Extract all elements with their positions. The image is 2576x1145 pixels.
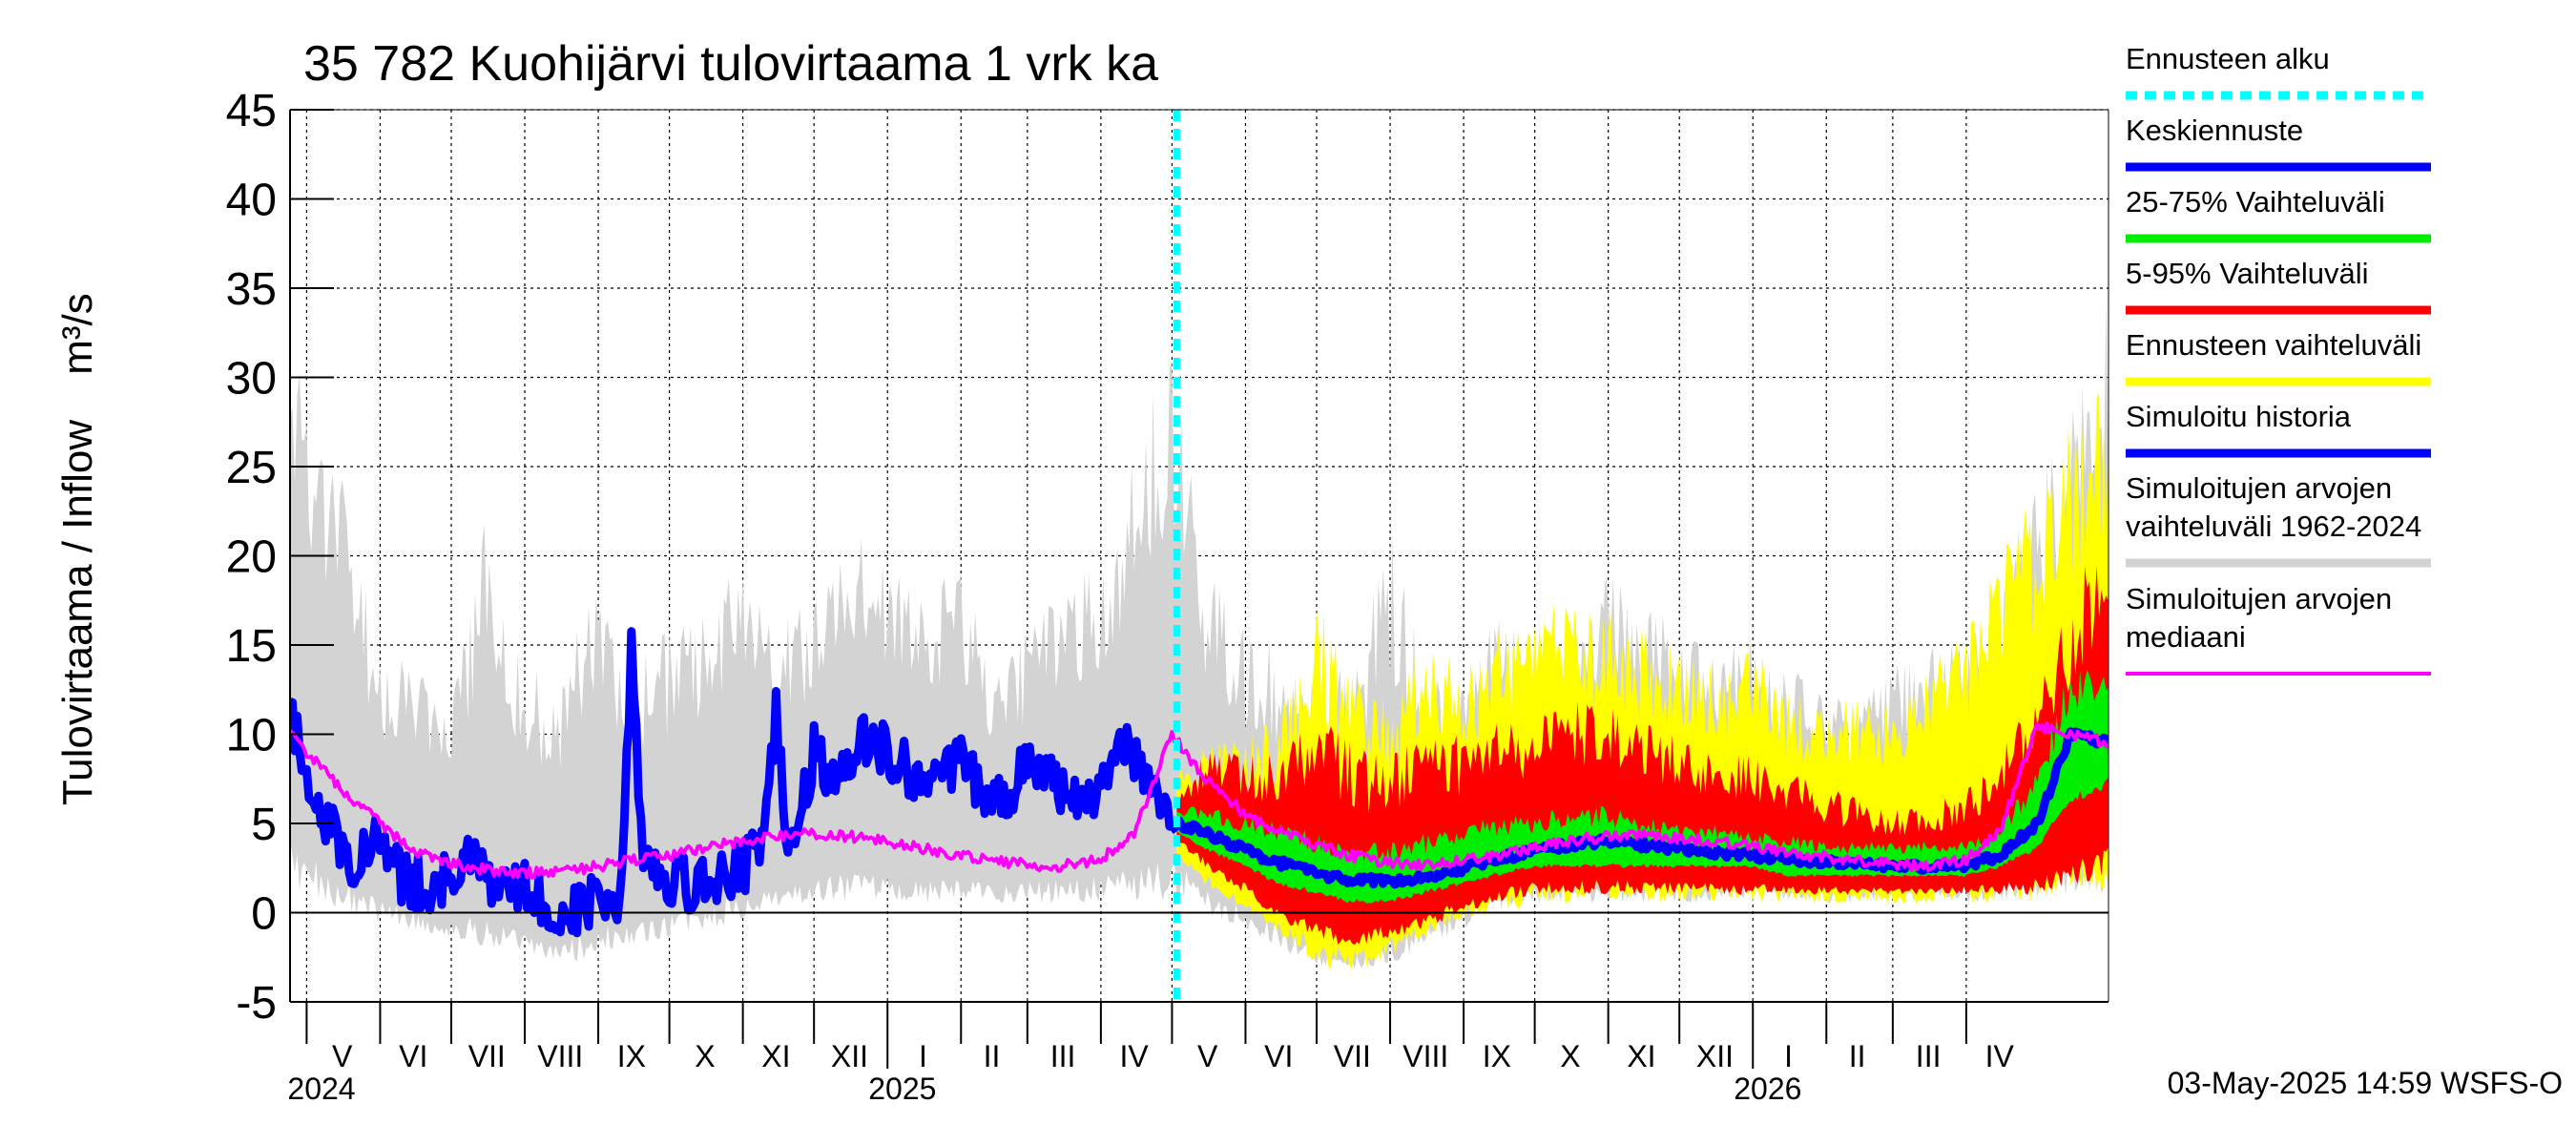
y-tick-label: 5 bbox=[251, 800, 277, 850]
x-month-label: XI bbox=[1627, 1039, 1655, 1073]
x-month-label: I bbox=[919, 1039, 927, 1073]
legend-label: Simuloitujen arvojen bbox=[2126, 471, 2392, 505]
x-month-label: VIII bbox=[537, 1039, 583, 1073]
x-year-label: 2024 bbox=[287, 1072, 355, 1106]
x-month-label: VIII bbox=[1402, 1039, 1448, 1073]
band-3 bbox=[1176, 669, 2109, 904]
x-month-label: XI bbox=[761, 1039, 790, 1073]
legend: Ennusteen alku Keskiennuste 25-75% Vaihtel… bbox=[2126, 42, 2431, 676]
line-5 bbox=[290, 627, 1180, 938]
y-tick-label: 35 bbox=[226, 264, 277, 315]
y-tick-label: -5 bbox=[236, 978, 277, 1029]
legend-label: Simuloitu historia bbox=[2126, 400, 2352, 433]
y-axis-unit: m³/s bbox=[54, 293, 101, 375]
x-month-label: XII bbox=[1696, 1039, 1734, 1073]
y-tick-label: 10 bbox=[226, 711, 277, 761]
chart-title: 35 782 Kuohijärvi tulovirtaama 1 vrk ka bbox=[303, 36, 1158, 92]
line-6 bbox=[290, 721, 2109, 880]
footer-timestamp: 03-May-2025 14:59 WSFS-O bbox=[2168, 1066, 2563, 1100]
x-month-label: XII bbox=[831, 1039, 868, 1073]
y-axis-label: Tulovirtaama / Inflow bbox=[54, 420, 101, 806]
y-tick-label: 0 bbox=[251, 889, 277, 940]
x-month-label: V bbox=[1197, 1039, 1218, 1073]
x-month-label: IV bbox=[1985, 1039, 2015, 1073]
x-month-label: VII bbox=[468, 1039, 506, 1073]
x-month-label: IX bbox=[617, 1039, 646, 1073]
y-tick-label: 15 bbox=[226, 621, 277, 672]
y-tick-label: 20 bbox=[226, 532, 277, 583]
y-tick-label: 30 bbox=[226, 354, 277, 405]
x-month-label: III bbox=[1916, 1039, 1942, 1073]
legend-label: Keskiennuste bbox=[2126, 114, 2303, 147]
y-tick-label: 40 bbox=[226, 176, 277, 226]
legend-label: 5-95% Vaihteluväli bbox=[2126, 257, 2368, 290]
x-month-label: IX bbox=[1483, 1039, 1511, 1073]
x-month-label: X bbox=[1560, 1039, 1580, 1073]
legend-label: vaihteluväli 1962-2024 bbox=[2126, 510, 2421, 543]
x-month-label: V bbox=[332, 1039, 353, 1073]
x-month-label: VI bbox=[399, 1039, 427, 1073]
x-month-label: VII bbox=[1334, 1039, 1371, 1073]
x-year-label: 2026 bbox=[1734, 1072, 1801, 1106]
legend-label: mediaani bbox=[2126, 620, 2246, 654]
legend-label: Simuloitujen arvojen bbox=[2126, 582, 2392, 615]
x-month-label: I bbox=[1784, 1039, 1793, 1073]
line-4 bbox=[1174, 727, 2109, 889]
x-month-label: IV bbox=[1120, 1039, 1150, 1073]
x-month-label: X bbox=[695, 1039, 715, 1073]
legend-label: Ennusteen vaihteluväli bbox=[2126, 328, 2421, 362]
x-month-label: II bbox=[1849, 1039, 1866, 1073]
legend-label: Ennusteen alku bbox=[2126, 42, 2330, 75]
y-tick-label: 45 bbox=[226, 86, 277, 136]
x-month-label: II bbox=[984, 1039, 1001, 1073]
y-tick-label: 25 bbox=[226, 443, 277, 493]
x-month-label: VI bbox=[1264, 1039, 1293, 1073]
x-year-label: 2025 bbox=[868, 1072, 936, 1106]
legend-label: 25-75% Vaihteluväli bbox=[2126, 185, 2385, 219]
series-layer bbox=[290, 110, 2109, 1002]
x-month-label: III bbox=[1050, 1039, 1076, 1073]
